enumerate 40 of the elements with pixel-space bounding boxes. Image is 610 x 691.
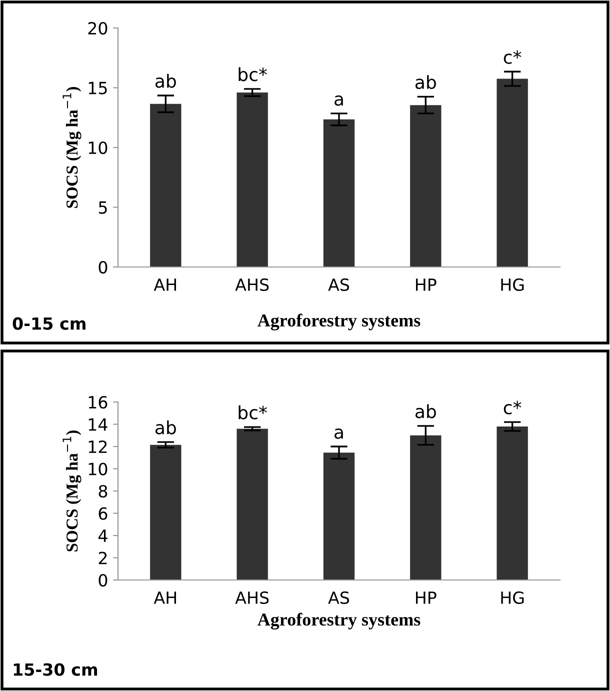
y-tick-label: 0 [98, 574, 108, 587]
annotation: ab [155, 74, 176, 88]
y-axis-title: SOCS (Mg ha$^{−1}$) [62, 87, 82, 208]
y-axis-title: SOCS (Mg ha$^{−1}$) [62, 430, 82, 552]
annotation: bc* [238, 405, 267, 420]
x-tick-label: HP [416, 278, 436, 291]
annotation: c* [504, 50, 522, 64]
y-tick-label: 10 [88, 462, 108, 476]
x-tick-label: HG [501, 591, 524, 604]
y-tick-label: 2 [98, 552, 107, 564]
y-tick-label: 4 [98, 530, 108, 542]
x-tick-label: AS [328, 591, 350, 604]
annotation: ab [415, 404, 436, 418]
x-tick-label: AS [328, 278, 350, 292]
y-tick-label: 10 [88, 141, 108, 154]
annotation: c* [504, 400, 522, 414]
y-tick-label: 12 [88, 440, 107, 453]
annotation: a [334, 428, 343, 439]
annotation: bc* [238, 67, 267, 82]
y-tick-label: 14 [88, 418, 108, 431]
y-tick-label: 20 [88, 22, 108, 35]
y-tick-label: 15 [88, 82, 107, 94]
x-tick-label: AH [154, 592, 176, 604]
x-axis-title: Agroforestry systems [258, 612, 420, 630]
y-tick-label: 6 [98, 507, 108, 520]
annotation: ab [155, 420, 176, 434]
x-tick-label: AHS [235, 278, 269, 292]
x-axis-title: Agroforestry systems [258, 314, 420, 330]
x-tick-label: HP [416, 592, 436, 604]
annotation: ab [415, 75, 436, 90]
x-tick-label: AH [154, 278, 176, 291]
x-tick-label: HG [501, 278, 524, 292]
y-tick-label: 16 [88, 396, 108, 409]
x-tick-label: AHS [235, 591, 269, 604]
annotation: a [334, 95, 343, 106]
y-tick-label: 8 [98, 484, 108, 498]
y-tick-label: 5 [98, 201, 107, 214]
text: 15-30 cm [14, 663, 98, 676]
text: 0-15 cm [12, 317, 86, 330]
y-tick-label: 0 [98, 260, 108, 274]
